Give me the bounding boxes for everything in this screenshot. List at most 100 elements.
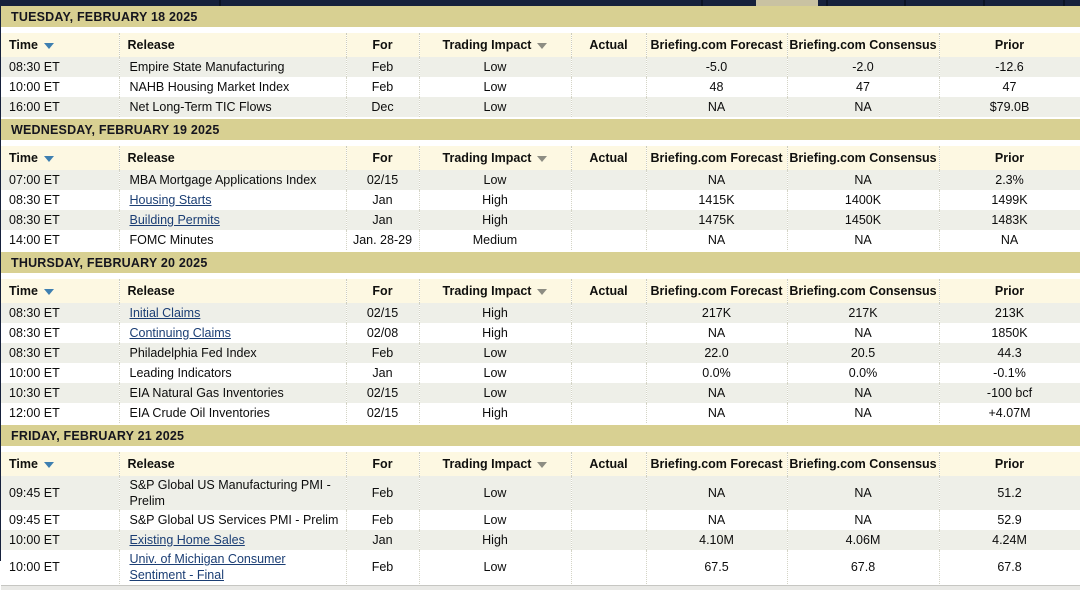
- sort-desc-icon[interactable]: [537, 155, 548, 162]
- time-cell: 10:00 ET: [1, 363, 120, 383]
- for-cell: Feb: [346, 510, 420, 530]
- release-row: 10:30 ET EIA Natural Gas Inventories 02/15…: [1, 383, 1080, 403]
- time-cell: 16:00 ET: [1, 97, 120, 117]
- impact-cell: High: [419, 403, 572, 423]
- column-header-impact[interactable]: Trading Impact: [419, 146, 572, 170]
- for-cell: Feb: [346, 550, 420, 584]
- column-header-label: For: [372, 151, 393, 165]
- for-cell: Feb: [346, 476, 420, 510]
- column-header-row: Time Release For Trading Impact Actual Briefi…: [1, 279, 1080, 303]
- forecast-cell: 67.5: [646, 550, 788, 584]
- consensus-cell: NA: [787, 476, 940, 510]
- forecast-cell: NA: [646, 170, 788, 190]
- prior-cell: -0.1%: [939, 363, 1080, 383]
- prior-cell: 44.3: [939, 343, 1080, 363]
- release-link[interactable]: Continuing Claims: [129, 326, 231, 340]
- actual-cell: [571, 303, 647, 323]
- release-cell: Continuing Claims: [119, 323, 347, 343]
- prior-cell: 4.24M: [939, 530, 1080, 550]
- browser-active-tab[interactable]: [756, 0, 818, 6]
- release-row: 07:00 ET MBA Mortgage Applications Index 0…: [1, 170, 1080, 190]
- column-header-label: Trading Impact: [442, 457, 532, 471]
- impact-cell: High: [419, 323, 572, 343]
- release-link[interactable]: Existing Home Sales: [129, 533, 245, 547]
- release-link[interactable]: Initial Claims: [129, 306, 201, 320]
- forecast-cell: NA: [646, 323, 788, 343]
- section-date-header: FRIDAY, FEBRUARY 21 2025: [1, 425, 1080, 446]
- consensus-cell: 47: [787, 77, 940, 97]
- releases-table: Time Release For Trading Impact Actual Briefi…: [1, 452, 1080, 584]
- column-header-impact[interactable]: Trading Impact: [419, 33, 572, 57]
- forecast-cell: 0.0%: [646, 363, 788, 383]
- column-header-impact[interactable]: Trading Impact: [419, 452, 572, 476]
- time-cell: 10:00 ET: [1, 530, 120, 550]
- column-header-time[interactable]: Time: [1, 279, 120, 303]
- impact-cell: Low: [419, 363, 572, 383]
- column-header-time[interactable]: Time: [1, 33, 120, 57]
- column-header-label: Release: [127, 457, 175, 471]
- impact-cell: Low: [419, 476, 572, 510]
- calendar-day-section: THURSDAY, FEBRUARY 20 2025 Time Release For…: [1, 252, 1080, 423]
- sort-desc-icon[interactable]: [537, 42, 548, 49]
- prior-cell: -100 bcf: [939, 383, 1080, 403]
- impact-cell: Low: [419, 97, 572, 117]
- prior-cell: 1499K: [939, 190, 1080, 210]
- release-row: 10:00 ET Univ. of Michigan Consumer Senti…: [1, 550, 1080, 584]
- tab-divider: [219, 0, 221, 6]
- calendar-day-section: WEDNESDAY, FEBRUARY 19 2025 Time Release Fo…: [1, 119, 1080, 250]
- actual-cell: [571, 550, 647, 584]
- column-header-label: Actual: [589, 457, 628, 471]
- tab-divider: [701, 0, 703, 6]
- release-link[interactable]: Housing Starts: [129, 193, 212, 207]
- release-cell: Empire State Manufacturing: [119, 57, 347, 77]
- column-header-prior: Prior: [939, 452, 1080, 476]
- sort-desc-icon[interactable]: [43, 155, 54, 162]
- column-header-label: For: [372, 284, 393, 298]
- column-header-label: Briefing.com Consensus: [789, 38, 937, 52]
- column-header-label: Time: [9, 457, 38, 471]
- sort-desc-icon[interactable]: [43, 42, 54, 49]
- time-cell: 08:30 ET: [1, 343, 120, 363]
- actual-cell: [571, 530, 647, 550]
- impact-cell: High: [419, 190, 572, 210]
- prior-cell: NA: [939, 230, 1080, 250]
- prior-cell: 47: [939, 77, 1080, 97]
- impact-cell: Low: [419, 550, 572, 584]
- browser-tab-strip: [1, 0, 1080, 6]
- prior-cell: -12.6: [939, 57, 1080, 77]
- impact-cell: Low: [419, 383, 572, 403]
- release-row: 14:00 ET FOMC Minutes Jan. 28-29 Medium NA NA…: [1, 230, 1080, 250]
- actual-cell: [571, 510, 647, 530]
- release-row: 08:30 ET Empire State Manufacturing Feb Low…: [1, 57, 1080, 77]
- column-header-label: For: [372, 38, 393, 52]
- impact-cell: High: [419, 210, 572, 230]
- sort-desc-icon[interactable]: [43, 461, 54, 468]
- time-cell: 14:00 ET: [1, 230, 120, 250]
- actual-cell: [571, 323, 647, 343]
- consensus-cell: 4.06M: [787, 530, 940, 550]
- calendar-day-section: FRIDAY, FEBRUARY 21 2025 Time Release For Tr…: [1, 425, 1080, 584]
- column-header-impact[interactable]: Trading Impact: [419, 279, 572, 303]
- sort-desc-icon[interactable]: [537, 461, 548, 468]
- column-header-consensus: Briefing.com Consensus: [787, 146, 940, 170]
- column-header-label: Prior: [994, 38, 1025, 52]
- consensus-cell: 20.5: [787, 343, 940, 363]
- consensus-cell: 67.8: [787, 550, 940, 584]
- column-header-row: Time Release For Trading Impact Actual Briefi…: [1, 33, 1080, 57]
- for-cell: Feb: [346, 77, 420, 97]
- column-header-label: Briefing.com Forecast: [650, 457, 783, 471]
- column-header-time[interactable]: Time: [1, 146, 120, 170]
- actual-cell: [571, 343, 647, 363]
- impact-cell: Medium: [419, 230, 572, 250]
- release-link[interactable]: Univ. of Michigan Consumer Sentiment - F…: [129, 552, 286, 582]
- column-header-actual: Actual: [571, 279, 647, 303]
- release-link[interactable]: Building Permits: [129, 213, 220, 227]
- forecast-cell: 1475K: [646, 210, 788, 230]
- sort-desc-icon[interactable]: [537, 288, 548, 295]
- consensus-cell: NA: [787, 403, 940, 423]
- consensus-cell: NA: [787, 383, 940, 403]
- sort-desc-icon[interactable]: [43, 288, 54, 295]
- forecast-cell: NA: [646, 476, 788, 510]
- time-cell: 10:00 ET: [1, 550, 120, 584]
- column-header-time[interactable]: Time: [1, 452, 120, 476]
